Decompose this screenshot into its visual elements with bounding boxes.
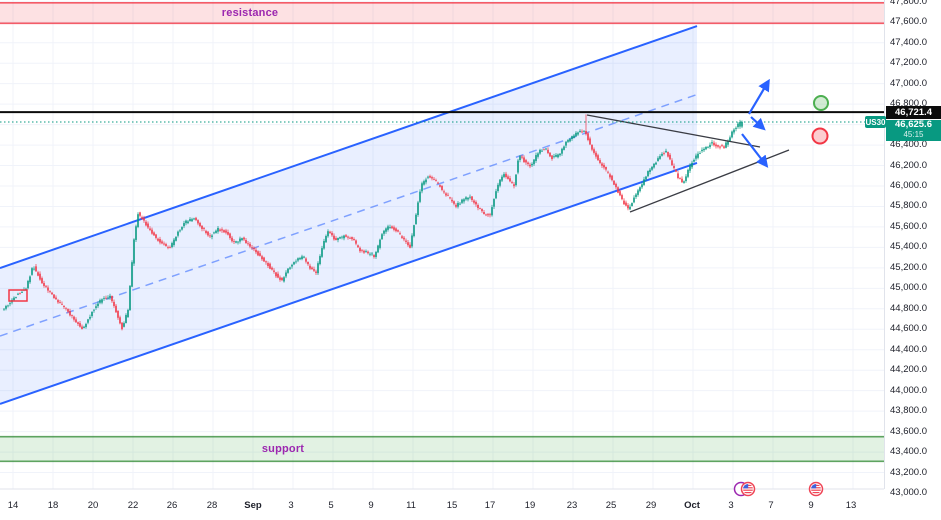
price-tick-label: 46,800.0 xyxy=(890,98,927,110)
time-tick-label: 19 xyxy=(524,500,536,511)
price-tick-label: 44,000.0 xyxy=(890,384,927,396)
projection-arrows[interactable] xyxy=(741,78,770,168)
bar-countdown: 45:15 xyxy=(903,130,924,139)
price-tick-label: 47,400.0 xyxy=(890,36,927,48)
time-tick-label: 9 xyxy=(808,500,814,511)
time-tick-label: 13 xyxy=(845,500,857,511)
support-zone[interactable] xyxy=(0,435,884,463)
price-tick-label: 45,000.0 xyxy=(890,282,927,294)
price-tick-label: 45,200.0 xyxy=(890,261,927,273)
marked-price-label: 46,721.4 xyxy=(886,106,941,119)
price-tick-label: 44,200.0 xyxy=(890,364,927,376)
price-tick-label: 43,800.0 xyxy=(890,405,927,417)
channel-midline[interactable] xyxy=(0,93,698,337)
time-tick-label: Oct xyxy=(684,500,700,511)
red-circle-marker[interactable] xyxy=(811,127,829,145)
price-tick-label: 43,600.0 xyxy=(890,425,927,437)
time-tick-label: 7 xyxy=(768,500,774,511)
price-tick-label: 47,600.0 xyxy=(890,16,927,28)
symbol-price-tag: US30 xyxy=(865,116,886,128)
price-tick-label: 46,400.0 xyxy=(890,139,927,151)
time-tick-label: 9 xyxy=(368,500,374,511)
price-tick-label: 47,200.0 xyxy=(890,57,927,69)
time-tick-label: 3 xyxy=(728,500,734,511)
price-tick-label: 44,400.0 xyxy=(890,343,927,355)
time-tick-label: 26 xyxy=(166,500,178,511)
time-tick-label: 15 xyxy=(446,500,458,511)
price-tick-label: 44,600.0 xyxy=(890,323,927,335)
price-tick-label: 47,800.0 xyxy=(890,0,927,7)
support-zone-label: support xyxy=(261,442,305,455)
price-tick-label: 45,800.0 xyxy=(890,200,927,212)
time-tick-label: 20 xyxy=(87,500,99,511)
time-tick-label: 18 xyxy=(47,500,59,511)
ascending-channel[interactable] xyxy=(0,25,698,405)
time-tick-label: 28 xyxy=(206,500,218,511)
economic-event-marker[interactable] xyxy=(808,481,824,497)
price-tick-label: 46,200.0 xyxy=(890,159,927,171)
time-tick-label: 3 xyxy=(288,500,294,511)
economic-event-marker[interactable] xyxy=(733,481,756,497)
price-tick-label: 45,600.0 xyxy=(890,220,927,232)
current-price-label: 46,625.6 45:15 xyxy=(886,119,941,141)
time-tick-label: 22 xyxy=(127,500,139,511)
current-price-value: 46,625.6 xyxy=(895,119,932,130)
time-tick-label: 14 xyxy=(7,500,19,511)
resistance-zone[interactable] xyxy=(0,2,884,25)
price-tick-label: 44,800.0 xyxy=(890,302,927,314)
resistance-zone-label: resistance xyxy=(221,7,279,20)
green-circle-marker[interactable] xyxy=(813,95,829,111)
price-tick-label: 47,000.0 xyxy=(890,77,927,89)
time-tick-label: 5 xyxy=(328,500,334,511)
price-tick-label: 45,400.0 xyxy=(890,241,927,253)
price-tick-label: 46,000.0 xyxy=(890,180,927,191)
price-tick-label: 43,000.0 xyxy=(890,487,927,498)
time-tick-label: 11 xyxy=(406,500,416,511)
time-tick-label: 25 xyxy=(605,500,617,511)
time-tick-label: 29 xyxy=(645,500,657,511)
time-tick-label: 23 xyxy=(566,500,578,511)
time-tick-label: Sep xyxy=(244,500,262,511)
price-tick-label: 43,200.0 xyxy=(890,466,927,478)
price-tick-label: 43,400.0 xyxy=(890,446,927,458)
candlestick-series xyxy=(3,114,743,331)
red-box-annotation[interactable] xyxy=(8,289,28,302)
time-tick-label: 17 xyxy=(484,500,496,511)
